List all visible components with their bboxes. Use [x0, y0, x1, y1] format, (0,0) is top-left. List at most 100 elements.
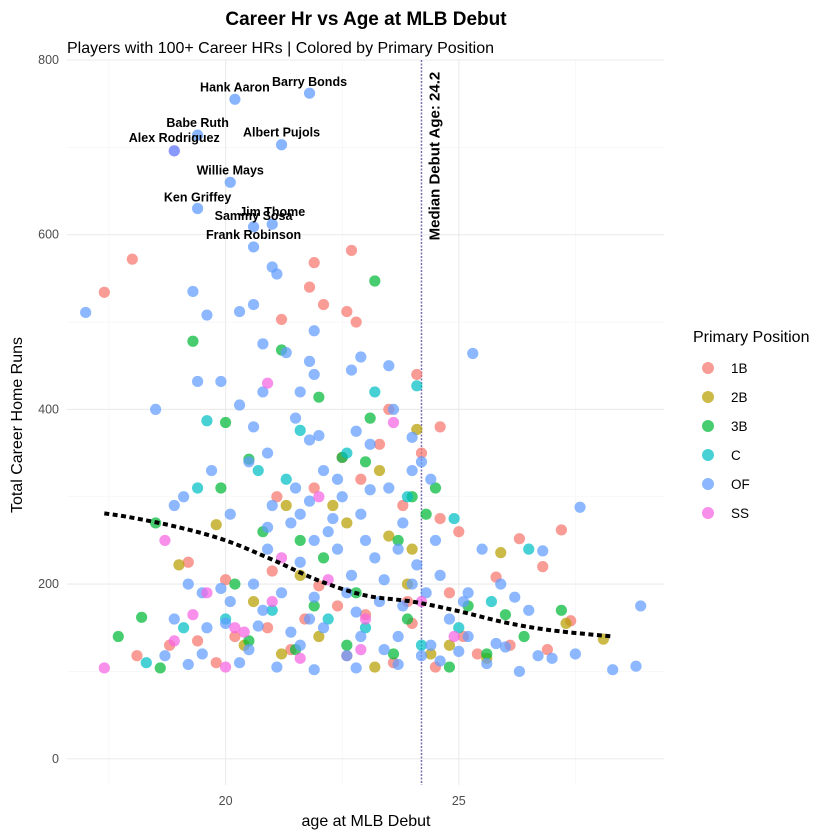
data-point-of — [233, 399, 246, 411]
labeled-player-point — [229, 93, 241, 105]
data-point-of — [257, 338, 269, 350]
data-point-c — [523, 543, 535, 555]
data-point-ss — [229, 622, 241, 634]
x-axis-title: age at MLB Debut — [302, 813, 432, 830]
legend-key-c — [702, 449, 714, 461]
data-point-of — [499, 641, 512, 653]
data-point-3b — [215, 482, 227, 494]
data-point-of — [378, 644, 390, 656]
data-point-of — [215, 375, 227, 388]
data-point-1b — [331, 600, 344, 612]
data-point-of — [383, 360, 395, 372]
data-point-1b — [131, 650, 143, 662]
data-point-of — [261, 447, 274, 459]
data-point-2b — [560, 617, 572, 630]
data-point-of — [397, 600, 409, 612]
data-point-of — [425, 639, 437, 651]
data-point-of — [257, 386, 269, 398]
data-point-of — [247, 298, 260, 311]
legend-label: C — [731, 448, 741, 463]
data-point-of — [271, 268, 283, 280]
data-point-of — [289, 412, 302, 424]
data-point-of — [308, 368, 320, 381]
data-point-3b — [136, 611, 148, 623]
player-label: Barry Bonds — [272, 75, 347, 89]
labeled-player-point — [224, 176, 236, 188]
data-point-1b — [317, 298, 330, 311]
data-point-of — [308, 534, 320, 547]
data-point-of — [294, 556, 306, 568]
data-point-3b — [499, 609, 512, 621]
legend-key-3b — [702, 420, 714, 432]
data-point-of — [481, 657, 493, 670]
data-point-ss — [355, 644, 367, 656]
data-point-of — [350, 606, 362, 618]
data-point-1b — [261, 622, 274, 634]
data-point-of — [415, 650, 428, 662]
data-point-of — [150, 403, 162, 415]
data-point-of — [168, 613, 180, 625]
data-point-1b — [182, 556, 194, 568]
data-point-of — [317, 464, 330, 477]
data-point-of — [392, 543, 404, 555]
data-point-of — [569, 648, 581, 660]
data-point-of — [509, 591, 521, 603]
data-point-3b — [313, 391, 325, 403]
data-point-1b — [434, 421, 446, 433]
player-label: Alex Rodriguez — [129, 131, 220, 145]
data-point-1b — [266, 565, 278, 577]
data-point-ss — [313, 491, 325, 503]
data-point-3b — [387, 648, 400, 660]
data-point-of — [201, 309, 213, 321]
data-point-of — [383, 482, 395, 494]
data-point-3b — [317, 552, 330, 564]
data-point-of — [80, 306, 92, 319]
data-point-of — [233, 657, 246, 669]
data-point-2b — [327, 499, 339, 512]
data-point-ss — [187, 609, 199, 621]
data-point-2b — [210, 519, 222, 531]
data-point-of — [350, 425, 362, 437]
data-point-of — [289, 482, 302, 494]
data-point-of — [168, 499, 180, 512]
data-point-of — [425, 473, 437, 485]
data-point-3b — [359, 456, 372, 468]
data-point-1b — [555, 524, 567, 536]
x-tick-label: 20 — [219, 794, 233, 808]
data-point-2b — [443, 639, 456, 651]
data-point-3b — [364, 412, 376, 424]
data-point-of — [453, 645, 465, 657]
y-tick-label: 200 — [38, 577, 59, 591]
data-point-ss — [238, 626, 250, 638]
data-point-2b — [280, 499, 292, 512]
data-point-of — [308, 591, 320, 603]
data-point-of — [294, 639, 306, 651]
data-point-of — [336, 491, 348, 503]
data-point-of — [355, 630, 367, 643]
data-point-of — [495, 578, 507, 590]
data-point-c — [322, 613, 334, 625]
data-point-of — [345, 569, 358, 581]
data-point-of — [532, 650, 544, 662]
data-point-of — [359, 534, 372, 547]
data-point-ss — [387, 416, 400, 429]
median-debut-age-label: Median Debut Age: 24.2 — [426, 72, 443, 241]
data-point-of — [387, 403, 400, 415]
legend-key-of — [702, 478, 714, 490]
legend-key-2b — [702, 391, 714, 403]
data-point-of — [285, 517, 297, 529]
data-point-of — [462, 630, 474, 643]
data-point-c — [294, 424, 306, 436]
data-point-of — [462, 587, 474, 599]
data-point-3b — [341, 639, 353, 651]
data-point-1b — [210, 657, 222, 669]
data-point-c — [453, 622, 465, 634]
legend-key-1b — [702, 362, 714, 374]
data-point-1b — [303, 281, 316, 293]
data-point-of — [429, 534, 442, 547]
data-point-c — [401, 491, 414, 503]
data-point-ss — [168, 635, 180, 647]
data-point-2b — [313, 630, 325, 643]
data-point-1b — [537, 561, 549, 573]
